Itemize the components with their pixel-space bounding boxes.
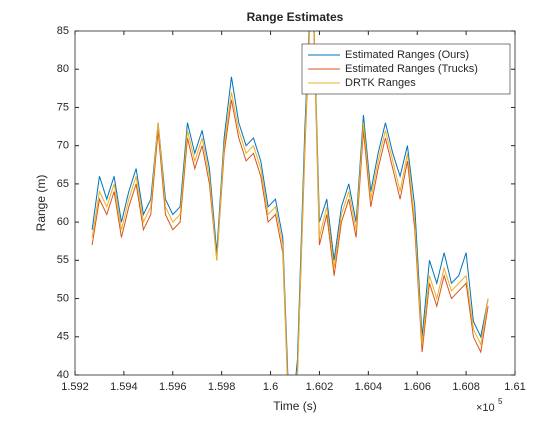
y-tick-label: 65 <box>57 178 69 190</box>
series-line <box>91 31 489 375</box>
x-tick-label: 1.596 <box>159 381 187 393</box>
x-tick-label: 1.604 <box>355 381 383 393</box>
x-tick-label: 1.6 <box>263 381 278 393</box>
axes-box <box>74 30 516 376</box>
x-tick-label: 1.594 <box>110 381 138 393</box>
y-tick-label: 80 <box>57 63 69 75</box>
y-tick-label: 45 <box>57 331 69 343</box>
x-tick-label: 1.606 <box>403 381 431 393</box>
lines <box>91 31 489 375</box>
x-multiplier: ×10 <box>476 402 495 414</box>
y-tick-label: 50 <box>57 292 69 304</box>
x-tick-label: 1.598 <box>208 381 236 393</box>
y-tick-label: 75 <box>57 101 69 113</box>
legend-label: Estimated Ranges (Trucks) <box>345 63 478 75</box>
y-axis-label: Range (m) <box>34 175 48 232</box>
legend-label: DRTK Ranges <box>345 77 416 89</box>
y-tick-label: 85 <box>57 25 69 37</box>
x-axis-label: Time (s) <box>273 399 317 413</box>
y-tick-label: 55 <box>57 254 69 266</box>
x-multiplier-power: 5 <box>498 397 503 406</box>
legend-label: Estimated Ranges (Ours) <box>345 49 469 61</box>
y-tick-label: 60 <box>57 216 69 228</box>
x-tick-label: 1.608 <box>452 381 480 393</box>
x-tick-label: 1.61 <box>504 381 525 393</box>
chart-title: Range Estimates <box>247 10 344 24</box>
x-tick-label: 1.602 <box>306 381 334 393</box>
series-line <box>91 31 489 375</box>
x-tick-label: 1.592 <box>61 381 89 393</box>
y-tick-label: 70 <box>57 140 69 152</box>
y-tick-label: 40 <box>57 369 69 381</box>
